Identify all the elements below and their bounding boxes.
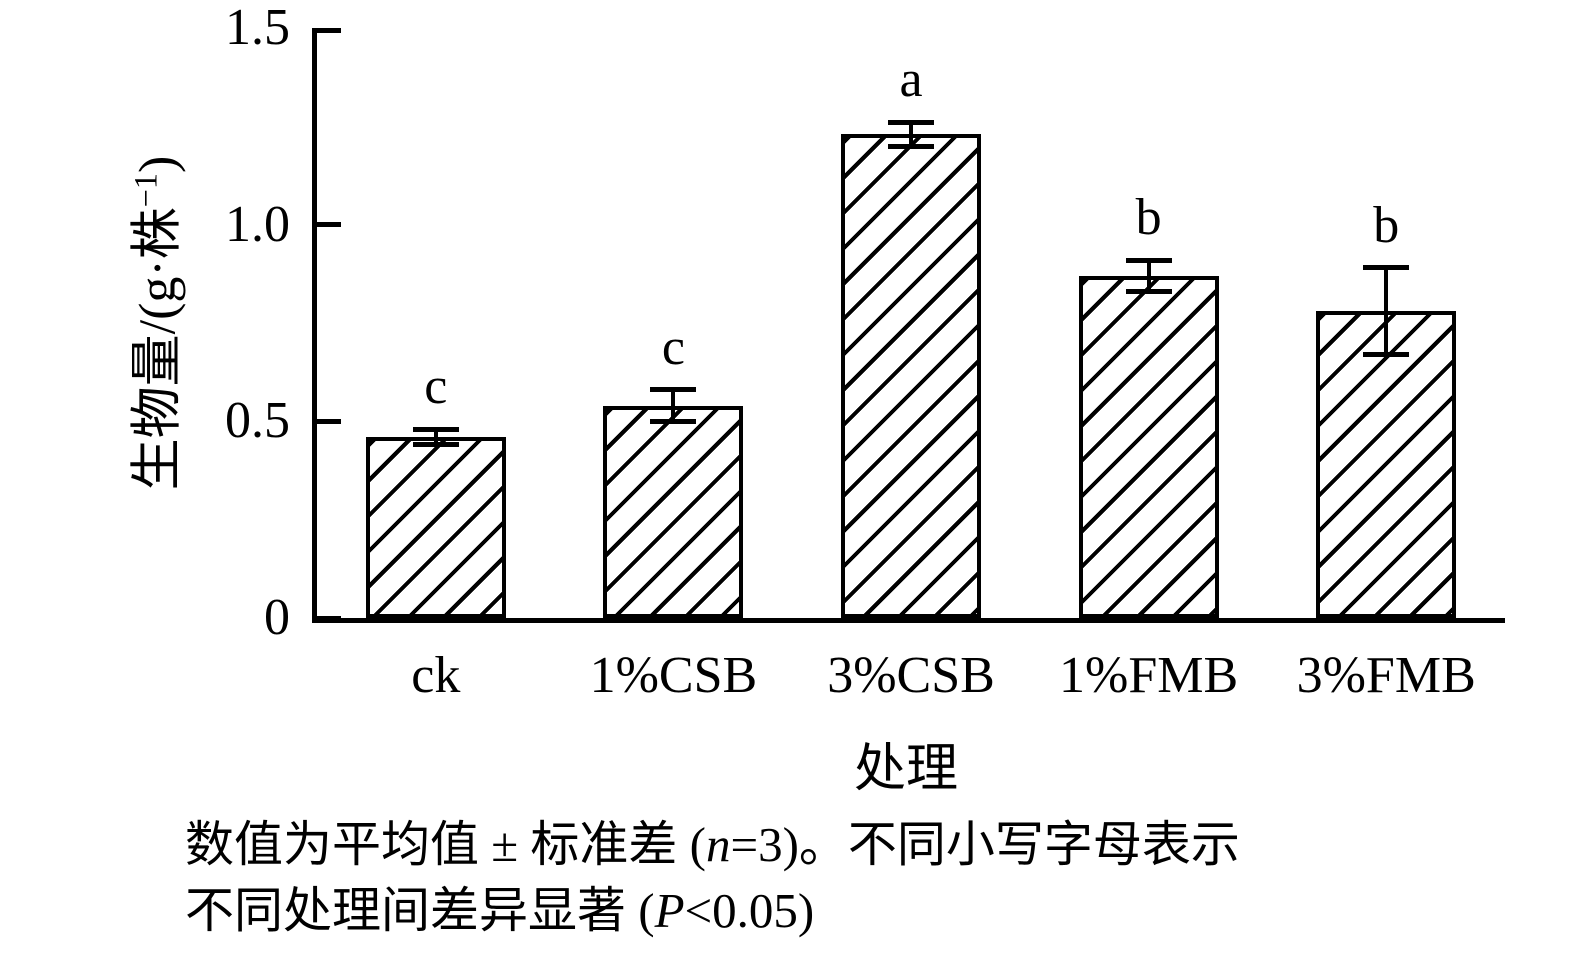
caption-line-1: 数值为平均值 ± 标准差 (n=3)。不同小写字母表示 — [185, 812, 1240, 878]
x-axis-label: 处理 — [853, 741, 959, 798]
error-bar-cap — [888, 143, 934, 149]
error-bar-cap — [412, 426, 459, 432]
bar-3%FMB — [1316, 311, 1457, 618]
x-tick-label: 3%CSB — [827, 647, 995, 704]
bar-1%FMB — [1078, 275, 1219, 618]
significance-letter: b — [1135, 189, 1162, 247]
y-tick-label: 0.5 — [225, 392, 290, 450]
y-tick-label: 0 — [264, 589, 290, 646]
error-bar-cap — [650, 387, 697, 393]
plot-area: c ck c 1%CSB a 3%CSB b 1%FMB b 3%FMB — [312, 28, 1505, 704]
error-bar-line — [671, 389, 676, 422]
y-tick-label: 1.0 — [225, 195, 290, 253]
y-tick-label: 1.5 — [225, 0, 290, 56]
bar-1%CSB — [603, 405, 744, 618]
error-bar-line — [909, 122, 913, 146]
error-bar-cap — [1125, 289, 1172, 295]
x-tick-label: 1%FMB — [1059, 647, 1239, 704]
figure-caption: 数值为平均值 ± 标准差 (n=3)。不同小写字母表示 不同处理间差异显著 (P… — [185, 812, 1240, 944]
bar-3%CSB — [841, 134, 981, 618]
significance-letter: a — [899, 51, 923, 109]
error-bar-cap — [412, 442, 459, 448]
y-axis-label-close: ) — [129, 155, 187, 173]
y-tick-mark — [317, 28, 341, 33]
y-tick-mark — [317, 418, 341, 424]
caption-line-2: 不同处理间差异显著 (P<0.05) — [185, 878, 1240, 944]
significance-letter: b — [1373, 196, 1400, 254]
y-tick-mark — [317, 222, 341, 228]
bar-ck — [365, 437, 506, 618]
error-bar-cap — [1363, 265, 1410, 271]
caption-line-1-italic-n: n — [705, 817, 731, 872]
x-tick-label: 3%FMB — [1296, 647, 1476, 704]
significance-letter: c — [424, 358, 448, 416]
error-bar-line — [1146, 260, 1151, 292]
caption-line-2-post: <0.05) — [684, 883, 815, 938]
caption-line-1-pre: 数值为平均值 ± 标准差 ( — [185, 817, 706, 872]
error-bar-cap — [1125, 257, 1172, 263]
error-bar-cap — [650, 418, 697, 424]
error-bar-line — [1384, 267, 1389, 355]
significance-letter: c — [661, 318, 685, 376]
x-tick-label: ck — [411, 647, 461, 704]
caption-line-2-pre: 不同处理间差异显著 ( — [185, 883, 655, 938]
error-bar-cap — [1363, 351, 1410, 357]
caption-line-2-italic-p: P — [654, 883, 685, 938]
caption-line-1-post: =3)。不同小写字母表示 — [730, 817, 1240, 872]
y-tick-mark — [317, 615, 341, 621]
x-tick-label: 1%CSB — [589, 647, 758, 704]
error-bar-cap — [888, 119, 934, 125]
error-bar-line — [433, 429, 438, 445]
